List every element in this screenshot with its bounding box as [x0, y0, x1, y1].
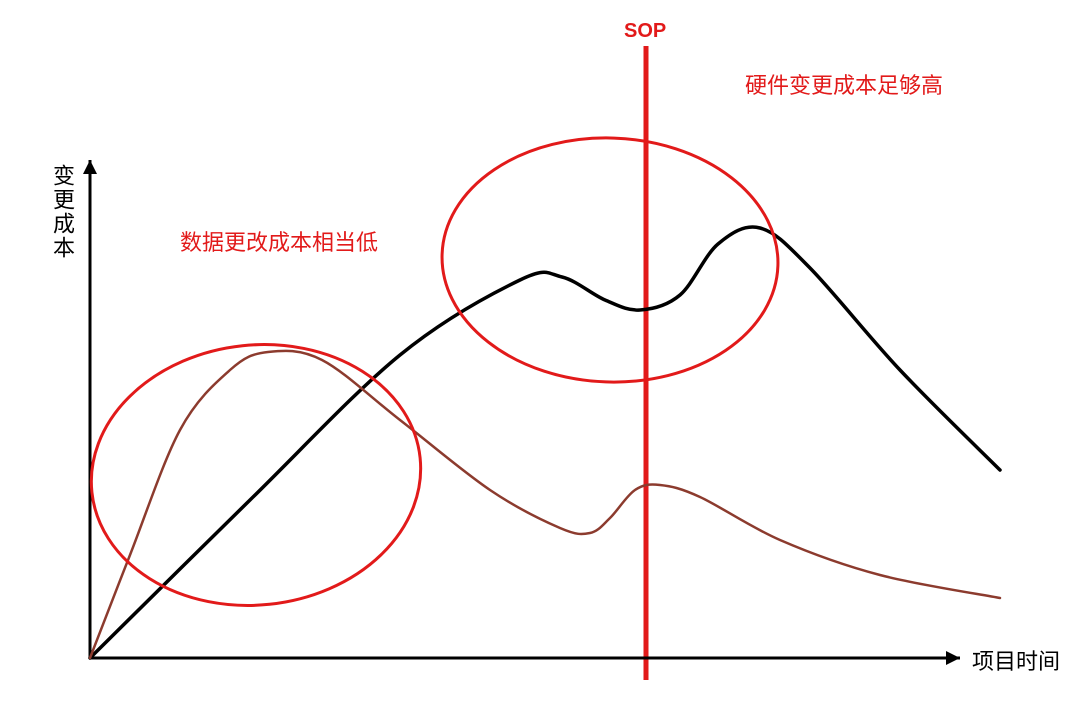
chart-stage: 变更成本 项目时间 SOP 数据更改成本相当低 硬件变更成本足够高 — [0, 0, 1080, 709]
sop-label: SOP — [624, 20, 666, 43]
x-axis-arrow — [946, 651, 960, 665]
chart-svg — [0, 0, 1080, 709]
annotation-right: 硬件变更成本足够高 — [745, 68, 943, 100]
annotation-left: 数据更改成本相当低 — [180, 225, 378, 257]
ellipse-right — [438, 132, 782, 388]
brown-curve — [90, 351, 1000, 658]
x-axis-label: 项目时间 — [972, 644, 1060, 676]
y-axis-label: 变更成本 — [46, 164, 78, 260]
y-axis-arrow — [83, 160, 97, 174]
black-curve — [90, 227, 1000, 658]
